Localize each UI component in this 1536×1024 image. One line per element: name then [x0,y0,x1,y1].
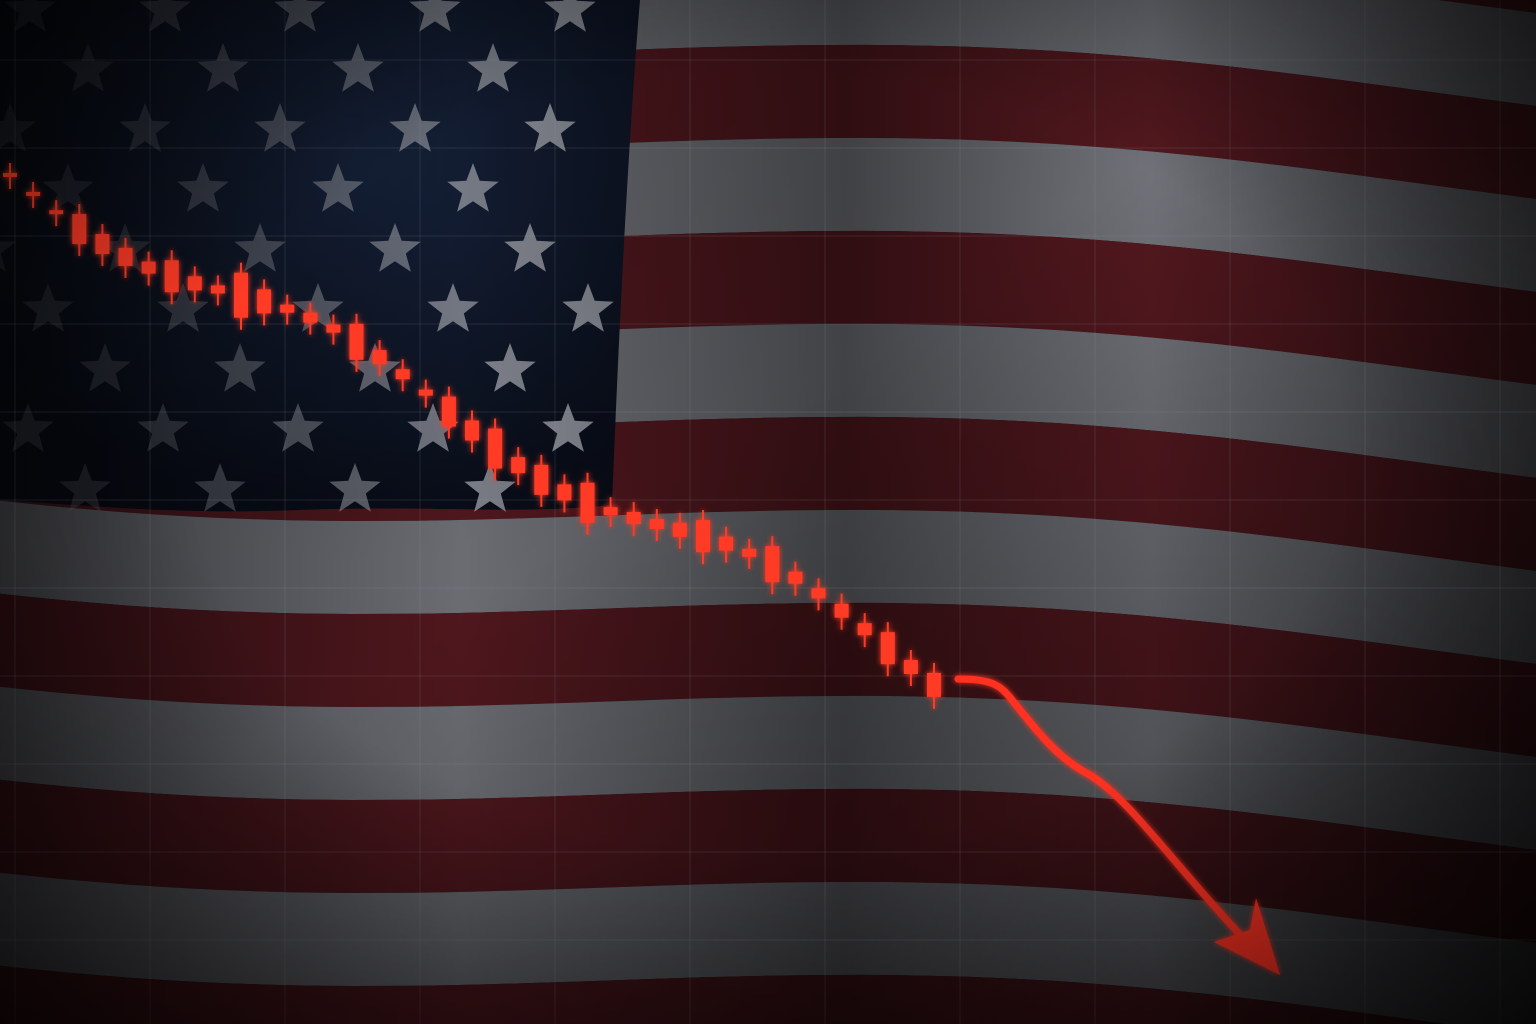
page: (() => { const NS = 'http://www.w3.org/2… [0,0,1536,1024]
vignette [0,0,1536,1024]
scene [0,0,1536,1024]
